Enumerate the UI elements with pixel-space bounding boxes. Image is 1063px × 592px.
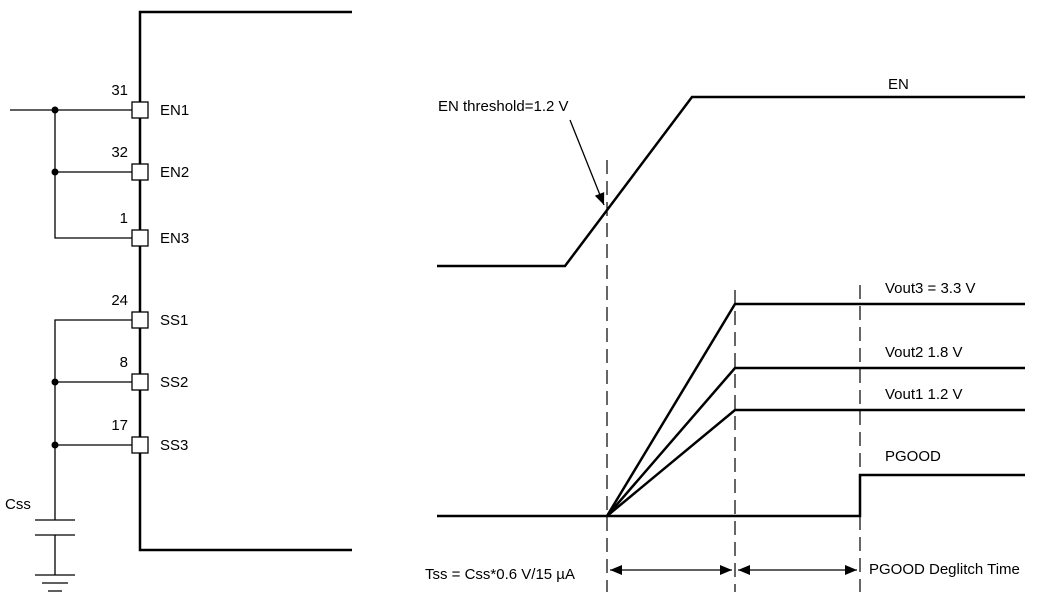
threshold-label: EN threshold=1.2 V bbox=[438, 98, 569, 115]
pin-name: SS3 bbox=[160, 437, 188, 454]
ic-outline bbox=[138, 10, 352, 552]
pin-name: EN3 bbox=[160, 230, 189, 247]
pin-box bbox=[131, 311, 149, 329]
pin-box bbox=[131, 101, 149, 119]
pin-box bbox=[131, 373, 149, 391]
pin-number: 1 bbox=[120, 210, 128, 227]
pin-name: EN2 bbox=[160, 164, 189, 181]
ss-wiring bbox=[35, 319, 132, 592]
vout2-label: Vout2 1.8 V bbox=[885, 344, 963, 361]
vout3-label: Vout3 = 3.3 V bbox=[885, 280, 976, 297]
threshold-arrow bbox=[569, 119, 605, 206]
en-waveform bbox=[437, 95, 1025, 268]
pin-box bbox=[131, 163, 149, 181]
vout2-waveform bbox=[606, 366, 1025, 517]
pgood-waveform bbox=[437, 473, 1025, 518]
pin-number: 24 bbox=[111, 292, 128, 309]
pin-number: 31 bbox=[111, 82, 128, 99]
pin-name: EN1 bbox=[160, 102, 189, 119]
pin-name: SS2 bbox=[160, 374, 188, 391]
time-markers bbox=[606, 160, 861, 592]
tss-label: Tss = Css*0.6 V/15 µA bbox=[425, 566, 575, 583]
deglitch-label: PGOOD Deglitch Time bbox=[869, 561, 1020, 578]
pin-number: 32 bbox=[111, 144, 128, 161]
en-wiring bbox=[10, 106, 132, 239]
en-label: EN bbox=[888, 76, 909, 93]
vout1-label: Vout1 1.2 V bbox=[885, 386, 963, 403]
capacitor-label: Css bbox=[5, 496, 31, 513]
pgood-label: PGOOD bbox=[885, 448, 941, 465]
pin-name: SS1 bbox=[160, 312, 188, 329]
pin-box bbox=[131, 436, 149, 454]
pin-number: 17 bbox=[111, 417, 128, 434]
pin-box bbox=[131, 229, 149, 247]
vout1-waveform bbox=[606, 408, 1025, 517]
pin-number: 8 bbox=[120, 354, 128, 371]
